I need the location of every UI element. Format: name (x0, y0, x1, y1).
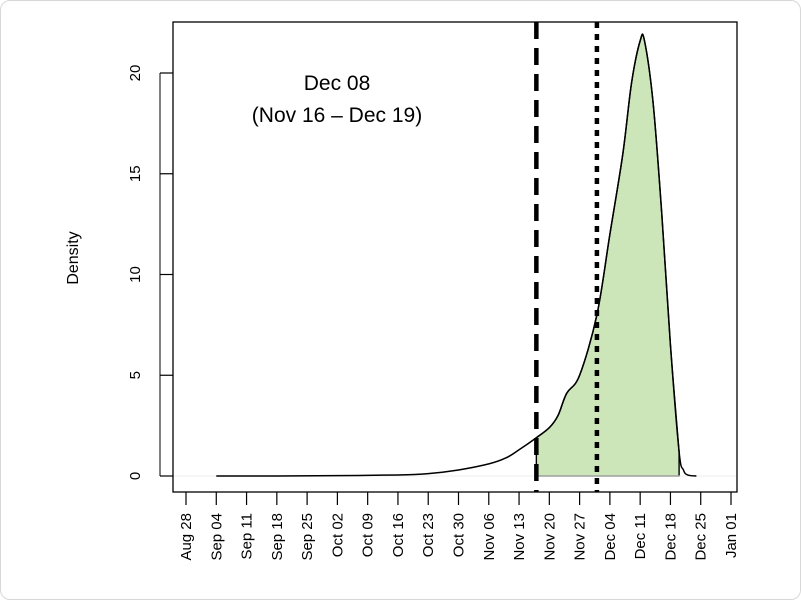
x-tick-label: Nov 20 (541, 513, 558, 561)
x-tick-label: Sep 04 (208, 513, 225, 561)
x-axis: Aug 28 Sep 04 Sep 11 Sep 18 Sep 25 Oct 02 Oct … (178, 491, 740, 561)
x-tick-label: Dec 04 (602, 513, 619, 561)
x-tick-label: Aug 28 (178, 513, 195, 561)
x-tick-label: Oct 23 (420, 513, 437, 557)
y-tick-label: 5 (127, 371, 144, 379)
x-tick-label: Oct 30 (451, 513, 468, 557)
x-tick-label: Jan 01 (723, 513, 740, 558)
credible-interval-area (535, 33, 680, 477)
y-tick-label: 0 (127, 472, 144, 480)
x-tick-label: Dec 25 (693, 513, 710, 561)
x-tick-label: Sep 25 (299, 513, 316, 561)
y-axis-label: Density (65, 231, 82, 284)
annotation-interval: (Nov 16 – Dec 19) (252, 104, 422, 127)
y-tick-label: 15 (127, 165, 144, 182)
x-tick-label: Oct 09 (360, 513, 377, 557)
x-tick-label: Dec 18 (662, 513, 679, 561)
x-tick-label: Nov 13 (511, 513, 528, 561)
x-tick-label: Sep 11 (239, 513, 256, 559)
x-tick-label: Oct 02 (329, 513, 346, 557)
y-axis: 0 5 10 15 20 (127, 65, 173, 480)
density-curve (216, 33, 697, 477)
y-tick-label: 20 (127, 65, 144, 82)
x-tick-label: Nov 27 (572, 513, 589, 561)
x-tick-label: Dec 11 (632, 513, 649, 559)
x-tick-label: Oct 16 (390, 513, 407, 557)
line-layer (216, 22, 697, 492)
annotation-median: Dec 08 (304, 72, 371, 95)
x-tick-label: Nov 06 (481, 513, 498, 561)
y-tick-label: 10 (127, 266, 144, 283)
x-tick-label: Sep 18 (269, 513, 286, 561)
